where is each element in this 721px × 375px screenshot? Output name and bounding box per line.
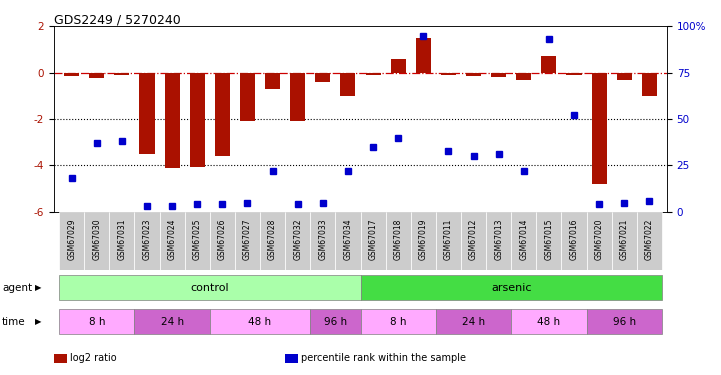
Bar xyxy=(315,73,330,82)
Text: GSM67030: GSM67030 xyxy=(92,219,101,261)
Bar xyxy=(260,212,285,270)
Text: GSM67019: GSM67019 xyxy=(419,219,428,260)
Text: GSM67033: GSM67033 xyxy=(319,219,327,261)
Bar xyxy=(436,212,461,270)
Text: GSM67017: GSM67017 xyxy=(368,219,378,260)
Bar xyxy=(591,73,606,184)
Text: GSM67014: GSM67014 xyxy=(519,219,528,260)
Text: GSM67018: GSM67018 xyxy=(394,219,402,260)
Bar xyxy=(139,73,154,154)
Bar xyxy=(587,212,611,270)
Text: GSM67026: GSM67026 xyxy=(218,219,227,260)
Bar xyxy=(84,212,110,270)
Bar xyxy=(134,212,159,270)
Bar xyxy=(310,212,335,270)
Bar xyxy=(64,73,79,76)
Bar xyxy=(466,73,481,76)
Bar xyxy=(567,73,582,75)
Bar xyxy=(265,73,280,89)
Bar xyxy=(637,212,662,270)
Bar xyxy=(285,212,310,270)
Text: GSM67023: GSM67023 xyxy=(143,219,151,260)
Bar xyxy=(340,73,355,96)
Bar xyxy=(210,212,235,270)
Bar xyxy=(59,275,360,300)
Text: percentile rank within the sample: percentile rank within the sample xyxy=(301,353,466,363)
Text: GDS2249 / 5270240: GDS2249 / 5270240 xyxy=(54,13,181,26)
Bar xyxy=(616,73,632,80)
Text: 96 h: 96 h xyxy=(613,316,636,327)
Text: 8 h: 8 h xyxy=(390,316,407,327)
Text: GSM67024: GSM67024 xyxy=(167,219,177,260)
Bar xyxy=(642,73,657,96)
Text: GSM67021: GSM67021 xyxy=(620,219,629,260)
Bar xyxy=(411,212,436,270)
Text: 48 h: 48 h xyxy=(537,316,560,327)
Text: 8 h: 8 h xyxy=(89,316,105,327)
Text: 24 h: 24 h xyxy=(462,316,485,327)
Bar xyxy=(562,212,587,270)
Bar xyxy=(59,212,84,270)
Text: GSM67025: GSM67025 xyxy=(193,219,202,260)
Bar xyxy=(290,73,305,122)
Text: 24 h: 24 h xyxy=(161,316,184,327)
Text: 48 h: 48 h xyxy=(249,316,272,327)
Text: GSM67011: GSM67011 xyxy=(444,219,453,260)
Bar xyxy=(386,212,411,270)
Text: agent: agent xyxy=(2,283,32,293)
Bar xyxy=(59,309,134,334)
Bar xyxy=(441,73,456,75)
Bar xyxy=(536,212,562,270)
Text: time: time xyxy=(2,316,26,327)
Text: GSM67032: GSM67032 xyxy=(293,219,302,260)
Bar xyxy=(110,212,134,270)
Text: ▶: ▶ xyxy=(35,317,41,326)
Bar xyxy=(310,309,360,334)
Bar xyxy=(235,212,260,270)
Text: GSM67029: GSM67029 xyxy=(67,219,76,260)
Text: GSM67031: GSM67031 xyxy=(118,219,126,260)
Bar xyxy=(190,73,205,166)
Bar xyxy=(587,309,662,334)
Bar xyxy=(185,212,210,270)
Text: GSM67013: GSM67013 xyxy=(494,219,503,260)
Bar xyxy=(436,309,511,334)
Bar xyxy=(360,275,662,300)
Bar xyxy=(541,56,557,73)
Bar xyxy=(511,309,587,334)
Bar xyxy=(486,212,511,270)
Text: 96 h: 96 h xyxy=(324,316,347,327)
Bar xyxy=(516,73,531,80)
Bar xyxy=(115,73,130,75)
Bar xyxy=(366,73,381,75)
Text: GSM67034: GSM67034 xyxy=(343,219,353,261)
Bar xyxy=(240,73,255,122)
Text: ▶: ▶ xyxy=(35,284,41,292)
Bar xyxy=(159,212,185,270)
Bar xyxy=(335,212,360,270)
Bar xyxy=(215,73,230,156)
Text: GSM67028: GSM67028 xyxy=(268,219,277,260)
Bar xyxy=(511,212,536,270)
Text: GSM67016: GSM67016 xyxy=(570,219,578,260)
Text: GSM67012: GSM67012 xyxy=(469,219,478,260)
Text: GSM67020: GSM67020 xyxy=(595,219,603,260)
Bar xyxy=(360,212,386,270)
Bar xyxy=(391,59,406,73)
Text: log2 ratio: log2 ratio xyxy=(70,353,117,363)
Bar xyxy=(360,309,436,334)
Bar xyxy=(611,212,637,270)
Text: control: control xyxy=(190,283,229,293)
Text: arsenic: arsenic xyxy=(491,283,531,293)
Bar xyxy=(134,309,210,334)
Bar xyxy=(461,212,486,270)
Text: GSM67022: GSM67022 xyxy=(645,219,654,260)
Text: GSM67027: GSM67027 xyxy=(243,219,252,260)
Bar xyxy=(416,38,431,73)
Text: GSM67015: GSM67015 xyxy=(544,219,554,260)
Bar xyxy=(210,309,310,334)
Bar xyxy=(89,73,105,78)
Bar xyxy=(164,73,180,168)
Bar xyxy=(491,73,506,77)
